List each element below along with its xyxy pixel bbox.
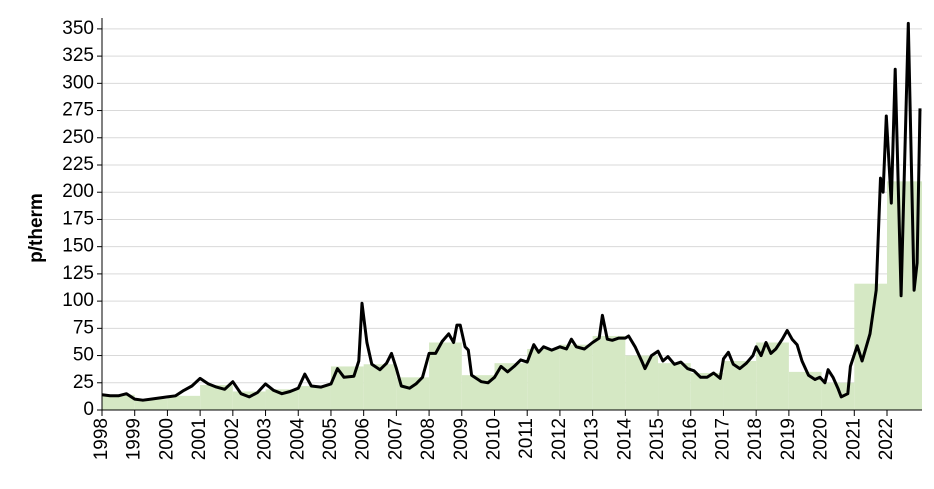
y-axis-label: p/therm xyxy=(26,193,47,263)
y-tick-label: 175 xyxy=(62,208,94,229)
x-tick-label: 2005 xyxy=(320,418,341,460)
x-tick-label: 2022 xyxy=(876,418,897,460)
y-tick-label: 300 xyxy=(62,72,94,93)
y-tick-label: 225 xyxy=(62,154,94,175)
x-tick-label: 1999 xyxy=(124,418,145,460)
x-tick-label: 2007 xyxy=(385,418,406,460)
y-tick-label: 250 xyxy=(62,127,94,148)
x-tick-label: 2015 xyxy=(647,418,668,460)
y-tick-label: 100 xyxy=(62,290,94,311)
annual-average xyxy=(363,364,397,410)
x-tick-label: 2003 xyxy=(255,418,276,460)
y-tick-label: 125 xyxy=(62,263,94,284)
x-tick-label: 2010 xyxy=(484,418,505,460)
annual-average xyxy=(134,399,168,410)
y-tick-label: 25 xyxy=(73,372,94,393)
y-tick-label: 75 xyxy=(73,317,94,338)
annual-average xyxy=(559,344,593,410)
y-tick-label: 200 xyxy=(62,181,94,202)
x-tick-label: 2013 xyxy=(582,418,603,460)
x-tick-label: 2001 xyxy=(189,418,210,460)
x-tick-label: 2006 xyxy=(353,418,374,460)
x-tick-label: 2017 xyxy=(712,418,733,460)
annual-average xyxy=(658,363,691,410)
x-tick-label: 2002 xyxy=(222,418,243,460)
x-tick-label: 2012 xyxy=(549,418,570,460)
x-tick-label: 2021 xyxy=(843,418,864,460)
x-tick-label: 1998 xyxy=(91,418,112,460)
annual-average xyxy=(592,335,626,410)
annual-average xyxy=(167,395,201,410)
annual-average xyxy=(854,283,888,410)
x-tick-label: 2009 xyxy=(451,418,472,460)
annual-average xyxy=(265,389,299,410)
y-tick-label: 325 xyxy=(62,45,94,66)
price-line xyxy=(101,21,922,402)
annual-average xyxy=(102,394,135,410)
x-tick-label: 2020 xyxy=(811,418,832,460)
x-tick-label: 2008 xyxy=(418,418,439,460)
y-tick-label: 150 xyxy=(62,236,94,257)
annual-average xyxy=(232,391,266,410)
x-tick-label: 2019 xyxy=(778,418,799,460)
y-tick-label: 275 xyxy=(62,100,94,121)
annual-average xyxy=(527,349,560,410)
annual-average xyxy=(200,384,233,410)
y-tick-label: 0 xyxy=(83,399,94,420)
x-tick-label: 2018 xyxy=(745,418,766,460)
x-tick-label: 2011 xyxy=(516,418,537,459)
y-tick-label: 350 xyxy=(62,18,94,39)
x-tick-label: 2016 xyxy=(680,418,701,460)
y-tick-label: 50 xyxy=(73,345,94,366)
annual-average xyxy=(690,372,724,410)
annual-average xyxy=(298,386,331,410)
x-tick-label: 2014 xyxy=(614,418,635,461)
x-tick-label: 2000 xyxy=(156,418,177,460)
x-tick-label: 2004 xyxy=(287,418,308,461)
